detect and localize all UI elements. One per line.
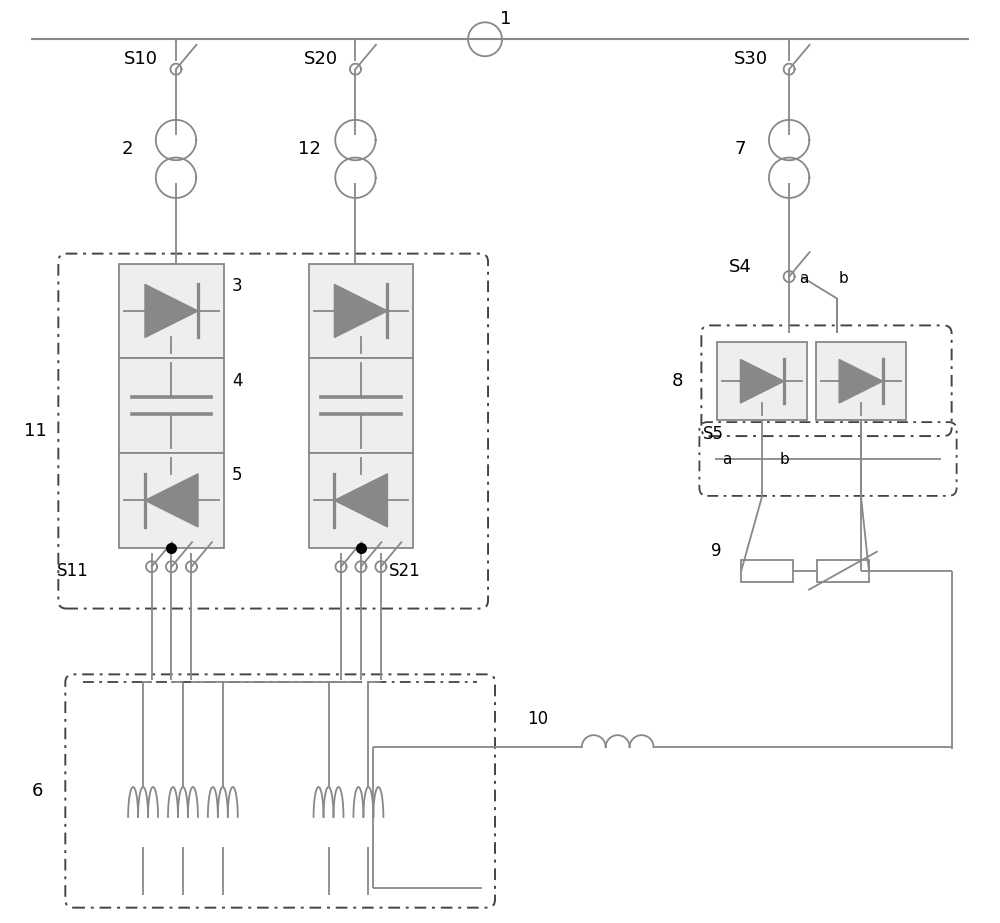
Text: 9: 9 xyxy=(711,542,722,559)
Polygon shape xyxy=(145,473,198,527)
Text: S11: S11 xyxy=(57,562,89,580)
Bar xyxy=(119,453,224,547)
Text: a: a xyxy=(722,451,732,466)
Text: 10: 10 xyxy=(527,710,548,728)
Text: 7: 7 xyxy=(734,140,746,158)
Bar xyxy=(119,264,224,358)
Bar xyxy=(309,358,413,453)
Text: S4: S4 xyxy=(729,258,752,276)
Text: 6: 6 xyxy=(31,782,43,800)
Text: 8: 8 xyxy=(671,372,683,390)
Polygon shape xyxy=(145,284,198,338)
Text: b: b xyxy=(779,451,789,466)
Bar xyxy=(309,453,413,547)
Text: S21: S21 xyxy=(389,562,421,580)
Text: S10: S10 xyxy=(124,50,158,68)
Text: 1: 1 xyxy=(500,10,511,29)
Polygon shape xyxy=(334,284,387,338)
Bar xyxy=(309,264,413,358)
Text: 2: 2 xyxy=(121,140,133,158)
Bar xyxy=(816,342,906,420)
Text: 11: 11 xyxy=(24,422,47,440)
Text: b: b xyxy=(839,271,849,286)
Text: S20: S20 xyxy=(304,50,338,68)
Bar xyxy=(817,559,869,581)
Text: a: a xyxy=(799,271,808,286)
Text: 5: 5 xyxy=(232,466,242,485)
Bar xyxy=(717,342,807,420)
Polygon shape xyxy=(334,473,387,527)
Text: 12: 12 xyxy=(298,140,320,158)
Text: 4: 4 xyxy=(232,372,242,390)
Text: 3: 3 xyxy=(232,277,242,295)
Text: S30: S30 xyxy=(734,50,768,68)
Text: S5: S5 xyxy=(702,426,723,443)
Bar xyxy=(119,358,224,453)
Polygon shape xyxy=(740,359,784,403)
Bar xyxy=(741,559,793,581)
Polygon shape xyxy=(839,359,883,403)
